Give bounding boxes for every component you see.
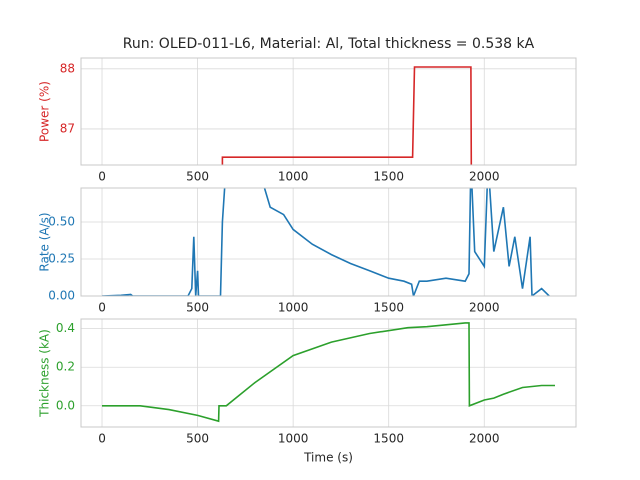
x-tick-label: 1000 <box>278 432 309 446</box>
x-tick-label: 1000 <box>278 170 309 184</box>
data-line <box>102 322 555 423</box>
y-tick-label: 88 <box>60 61 75 75</box>
x-tick-label: 500 <box>186 301 209 315</box>
x-tick-label: 0 <box>98 432 106 446</box>
y-axis-label: Thickness (kA) <box>38 329 52 418</box>
y-axis-label: Power (%) <box>38 81 52 142</box>
x-tick-label: 2000 <box>469 432 500 446</box>
chart-title: Run: OLED-011-L6, Material: Al, Total th… <box>123 36 535 52</box>
y-tick-label: 0.4 <box>56 321 75 335</box>
x-axis-label: Time (s) <box>303 451 353 465</box>
x-tick-label: 0 <box>98 301 106 315</box>
x-tick-label: 0 <box>98 170 106 184</box>
x-tick-label: 1500 <box>373 170 404 184</box>
y-tick-label: 0.00 <box>48 289 75 303</box>
y-tick-label: 87 <box>60 121 75 135</box>
data-line <box>101 188 550 296</box>
axes-frame <box>80 318 577 428</box>
y-tick-label: 0.50 <box>48 215 75 229</box>
x-tick-label: 2000 <box>469 170 500 184</box>
axes-frame <box>80 187 577 297</box>
x-tick-label: 1500 <box>373 301 404 315</box>
x-tick-label: 2000 <box>469 301 500 315</box>
y-tick-label: 0.25 <box>48 252 75 266</box>
x-tick-label: 500 <box>186 432 209 446</box>
y-axis-label: Rate (A/s) <box>38 212 52 271</box>
y-tick-label: 0.0 <box>56 398 75 412</box>
x-tick-label: 500 <box>186 170 209 184</box>
axes-frame <box>80 57 577 166</box>
y-tick-label: 0.2 <box>56 360 75 374</box>
x-tick-label: 1500 <box>373 432 404 446</box>
x-tick-label: 1000 <box>278 301 309 315</box>
data-line <box>221 66 473 165</box>
